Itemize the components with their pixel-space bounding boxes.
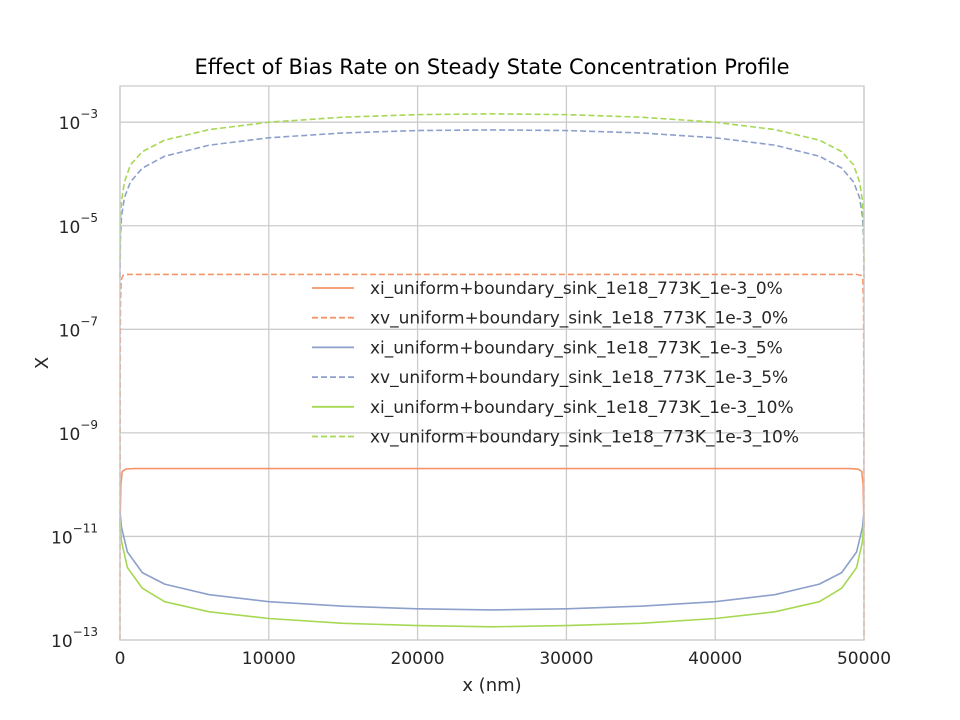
series-line-5 [119, 520, 865, 628]
y-tick-exponent: −3 [80, 107, 98, 121]
y-tick-base: 10 [59, 321, 81, 341]
series-line-4 [119, 129, 865, 278]
x-tick-label: 40000 [688, 649, 742, 669]
y-tick-base: 10 [51, 528, 73, 548]
y-tick-label: 10−3 [59, 107, 98, 134]
x-axis-label: x (nm) [462, 675, 521, 696]
x-tick-label: 0 [115, 649, 126, 669]
legend-label: xi_uniform+boundary_sink_1e18_773K_1e-3_… [370, 338, 783, 358]
legend-label: xv_uniform+boundary_sink_1e18_773K_1e-3_… [370, 428, 799, 448]
y-tick-label: 10−9 [59, 418, 98, 445]
chart-title: Effect of Bias Rate on Steady State Conc… [195, 55, 790, 79]
legend-label: xi_uniform+boundary_sink_1e18_773K_1e-3_… [370, 279, 783, 299]
y-tick-base: 10 [59, 218, 81, 238]
legend-label: xi_uniform+boundary_sink_1e18_773K_1e-3_… [370, 398, 794, 418]
legend-label: xv_uniform+boundary_sink_1e18_773K_1e-3_… [370, 309, 788, 329]
x-tick-label: 20000 [391, 649, 445, 669]
y-tick-base: 10 [59, 425, 81, 445]
y-tick-label: 10−5 [59, 211, 98, 238]
y-tick-exponent: −9 [80, 418, 98, 432]
y-tick-exponent: −11 [73, 521, 98, 535]
series-line-6 [119, 113, 865, 262]
y-axis-label: X [32, 357, 53, 369]
y-tick-label: 10−7 [59, 314, 98, 341]
y-tick-label: 10−13 [51, 625, 98, 652]
x-tick-label: 10000 [242, 649, 296, 669]
series-line-3 [119, 511, 865, 611]
y-tick-exponent: −13 [73, 625, 98, 639]
y-tick-label: 10−11 [51, 521, 98, 548]
y-tick-exponent: −7 [80, 314, 98, 328]
x-tick-label: 30000 [539, 649, 593, 669]
y-tick-exponent: −5 [80, 211, 98, 225]
y-tick-base: 10 [51, 632, 73, 652]
legend: xi_uniform+boundary_sink_1e18_773K_1e-3_… [312, 279, 799, 448]
plot-frame [119, 85, 865, 641]
legend-label: xv_uniform+boundary_sink_1e18_773K_1e-3_… [370, 368, 788, 388]
y-tick-base: 10 [59, 114, 81, 134]
x-axis-ticks: 0 10000 20000 30000 40000 50000 [115, 649, 891, 669]
x-tick-label: 50000 [837, 649, 891, 669]
